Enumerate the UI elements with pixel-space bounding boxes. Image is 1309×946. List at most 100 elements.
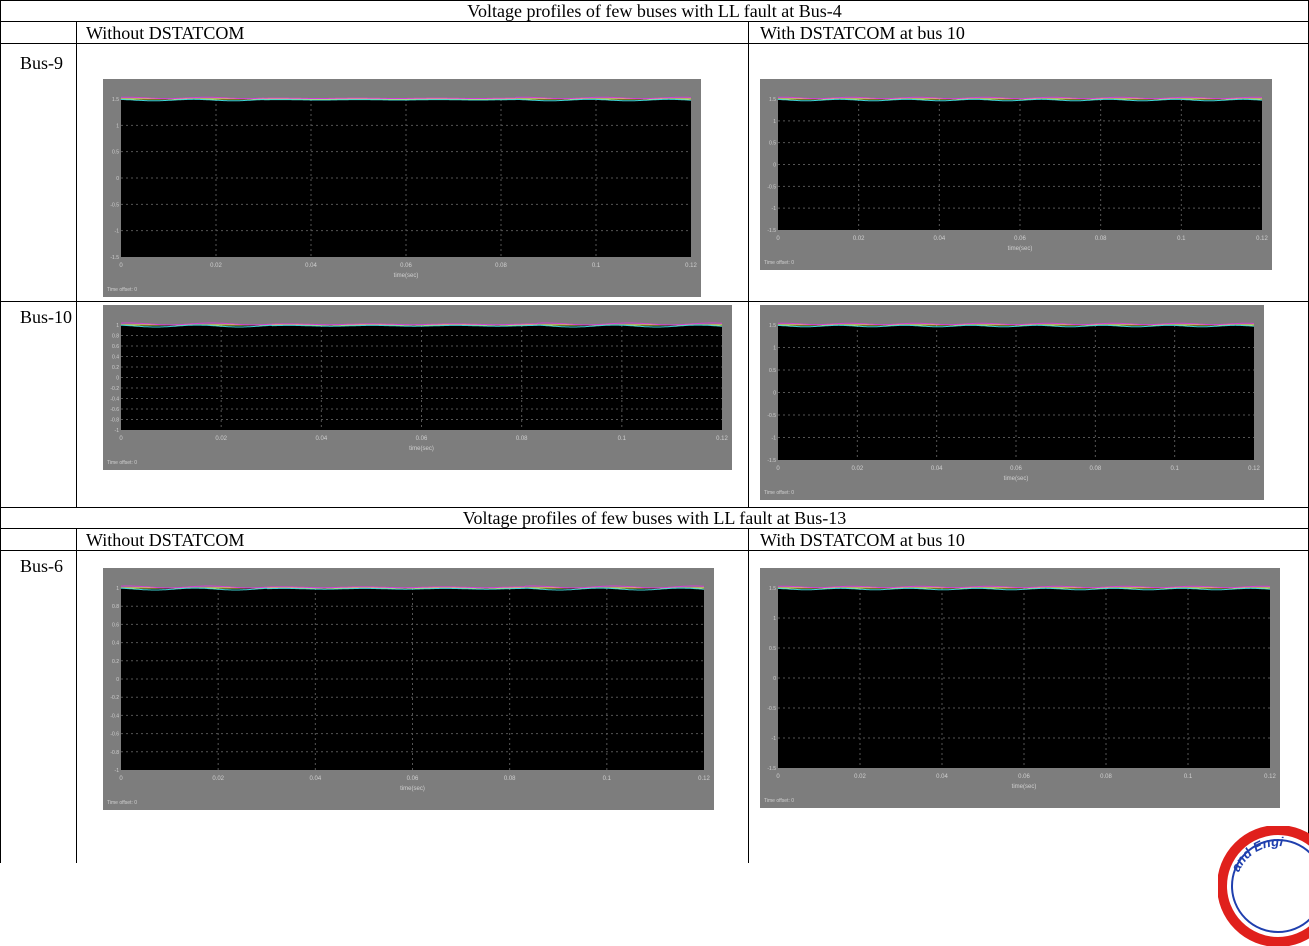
y-tick-label: 0	[773, 391, 776, 397]
x-tick-label: 0.06	[416, 436, 428, 442]
waveform-line	[777, 587, 1271, 591]
y-tick-label: 1.5	[112, 97, 119, 103]
y-tick-label: -0.4	[110, 397, 119, 403]
x-tick-label: 0.08	[1100, 774, 1112, 780]
x-tick-label: 0.08	[504, 776, 516, 782]
x-tick-label: 0.04	[309, 776, 321, 782]
y-tick-label: -1	[115, 428, 120, 434]
y-tick-label: -0.5	[110, 202, 119, 208]
x-tick-label: 0.04	[305, 263, 317, 269]
x-tick-label: 0.04	[931, 466, 943, 472]
y-tick-label: 0.5	[769, 646, 776, 652]
x-tick-label: 0	[119, 263, 123, 269]
time-offset-label: Time offset: 0	[764, 490, 794, 496]
x-tick-label: 0.08	[516, 436, 528, 442]
waveform-line	[777, 324, 1255, 328]
x-tick-label: 0.04	[933, 236, 945, 242]
x-tick-label: 0.1	[1170, 466, 1179, 472]
column-header-with: With DSTATCOM at bus 10	[760, 23, 965, 43]
y-tick-label: 1	[773, 119, 776, 125]
institution-seal: and Engi	[1218, 826, 1309, 946]
y-tick-label: -1.5	[767, 228, 776, 234]
y-tick-label: 0.6	[112, 344, 119, 350]
x-axis-label: time(sec)	[1004, 476, 1029, 482]
waveform-line	[778, 585, 1270, 589]
y-tick-label: -0.6	[110, 407, 119, 413]
y-tick-label: 0	[773, 163, 776, 169]
y-tick-label: 1.5	[769, 586, 776, 592]
scope-svg: 0 0.02 0.04 0.06 0.08 0.1 0.12 1 0.8 0.6 0.4 0.2 0 -0…	[107, 585, 710, 806]
x-tick-label: 0.06	[1014, 236, 1026, 242]
x-tick-label: 0	[119, 776, 123, 782]
x-tick-label: 0.12	[685, 263, 697, 269]
y-tick-label: -1	[115, 229, 120, 235]
y-tick-label: 0.6	[112, 622, 119, 628]
scope-svg: 0 0.02 0.04 0.06 0.08 0.1 0.12 1.5 1 0.5 0 -0.5 -1 -1…	[107, 96, 697, 293]
bus-label: Bus-9	[20, 53, 64, 73]
scope-plot: 0 0.02 0.04 0.06 0.08 0.1 0.12 1.5 1 0.5 0 -0.5 -1 -1…	[760, 79, 1272, 270]
x-tick-label: 0.06	[400, 263, 412, 269]
x-tick-label: 0.02	[853, 236, 865, 242]
x-axis-label: time(sec)	[400, 786, 425, 792]
x-tick-label: 0.1	[1177, 236, 1186, 242]
x-tick-label: 0.1	[592, 263, 601, 269]
time-offset-label: Time offset: 0	[107, 800, 137, 806]
time-offset-label: Time offset: 0	[764, 798, 794, 804]
x-tick-label: 0.12	[1264, 774, 1276, 780]
scope-plot: 0 0.02 0.04 0.06 0.08 0.1 0.12 1 0.8 0.6 0.4 0.2 0 -0…	[103, 305, 732, 470]
x-tick-label: 0.1	[1184, 774, 1193, 780]
y-tick-label: -0.6	[110, 732, 119, 738]
x-tick-label: 0	[119, 436, 123, 442]
y-tick-label: 0	[116, 376, 119, 382]
y-tick-label: -0.4	[110, 713, 119, 719]
column-header-without: Without DSTATCOM	[86, 23, 245, 43]
waveform-line	[120, 587, 704, 591]
scope-svg: 0 0.02 0.04 0.06 0.08 0.1 0.12 1.5 1 0.5 0 -0.5 -1 -1…	[764, 96, 1268, 266]
waveform-line	[121, 585, 704, 589]
y-tick-label: 0.2	[112, 365, 119, 371]
y-tick-label: 1.5	[769, 323, 776, 329]
waveform-line	[120, 324, 722, 328]
x-tick-label: 0.06	[1010, 466, 1022, 472]
y-tick-label: 0.8	[112, 334, 119, 340]
scope-plot: 0 0.02 0.04 0.06 0.08 0.1 0.12 1.5 1 0.5 0 -0.5 -1 -1…	[103, 79, 701, 297]
y-tick-label: 0.5	[112, 150, 119, 156]
x-tick-label: 0.02	[851, 466, 863, 472]
y-tick-label: -1	[772, 206, 777, 212]
column-header-with: With DSTATCOM at bus 10	[760, 530, 965, 550]
y-tick-label: 0.2	[112, 659, 119, 665]
waveform-line	[121, 96, 691, 100]
y-tick-label: 0	[116, 677, 119, 683]
x-tick-label: 0.12	[716, 436, 728, 442]
y-tick-label: -1	[115, 768, 120, 774]
y-tick-label: 0.4	[112, 355, 119, 361]
column-header-without: Without DSTATCOM	[86, 530, 245, 550]
y-tick-label: 1	[773, 616, 776, 622]
x-tick-label: 0.02	[210, 263, 222, 269]
x-tick-label: 0.12	[1256, 236, 1268, 242]
y-tick-label: -0.2	[110, 386, 119, 392]
results-table: Voltage profiles of few buses with LL fa…	[0, 0, 1309, 863]
x-axis-label: time(sec)	[1012, 784, 1037, 790]
y-tick-label: 1	[773, 346, 776, 352]
scope-plot: 0 0.02 0.04 0.06 0.08 0.1 0.12 1 0.8 0.6 0.4 0.2 0 -0…	[103, 568, 714, 810]
x-tick-label: 0.06	[407, 776, 419, 782]
y-tick-label: 0.5	[769, 368, 776, 374]
x-tick-label: 0.08	[1089, 466, 1101, 472]
x-tick-label: 0.08	[1095, 236, 1107, 242]
y-tick-label: -0.8	[110, 750, 119, 756]
y-tick-label: -0.5	[767, 413, 776, 419]
y-tick-label: -1.5	[767, 458, 776, 464]
y-tick-label: -0.2	[110, 695, 119, 701]
bus-label: Bus-10	[20, 307, 73, 327]
y-tick-label: 0.4	[112, 641, 119, 647]
x-axis-label: time(sec)	[394, 273, 419, 279]
x-axis-label: time(sec)	[1008, 246, 1033, 252]
waveform-line	[778, 322, 1254, 326]
y-tick-label: 0	[116, 176, 119, 182]
section-title: Voltage profiles of few buses with LL fa…	[462, 508, 847, 528]
y-tick-label: -0.5	[767, 184, 776, 190]
x-tick-label: 0.04	[936, 774, 948, 780]
y-tick-label: 0.8	[112, 604, 119, 610]
time-offset-label: Time offset: 0	[107, 287, 137, 293]
